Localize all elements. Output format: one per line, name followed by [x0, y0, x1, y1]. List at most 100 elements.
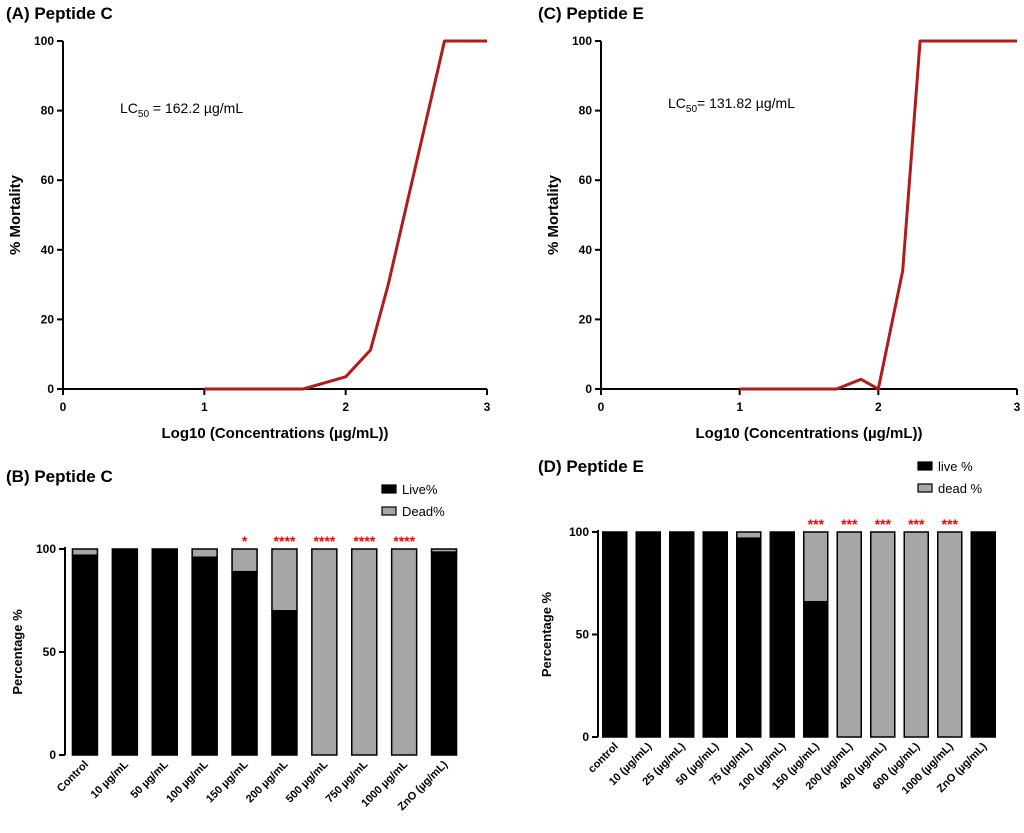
y-axis-label: % Mortality	[545, 174, 562, 255]
category-label: 500 µg/mL	[284, 758, 331, 805]
y-tick-label: 20	[41, 312, 55, 326]
x-tick-label: 2	[875, 400, 882, 414]
bar-dead	[71, 548, 99, 556]
bar-dead	[736, 531, 762, 539]
bar-dead	[430, 548, 458, 553]
category-label: 150 µg/mL	[204, 758, 251, 805]
bar-dead	[191, 548, 218, 558]
significance-marker: ****	[313, 533, 335, 549]
bar-live	[736, 537, 762, 738]
y-tick-label: 80	[41, 104, 55, 118]
y-axis-label: Percentage %	[539, 591, 554, 677]
y-tick-label: 0	[585, 382, 592, 396]
legend-label: Live%	[402, 482, 438, 497]
y-tick-label: 80	[579, 104, 593, 118]
bar-live	[669, 531, 695, 738]
significance-marker: ***	[908, 516, 925, 532]
legend-label: Dead%	[402, 504, 445, 519]
lc50-annotation: LC50= 131.82 µg/mL	[668, 95, 795, 115]
bar-dead	[903, 531, 929, 738]
bar-live	[803, 600, 829, 738]
bar-dead	[937, 531, 963, 738]
legend-label: dead %	[938, 481, 983, 496]
panel-C: (C) Peptide E 0 20 40 60 80 100 0 1 2 3 Log10 (Conc…	[538, 4, 1021, 442]
category-label: Control	[55, 759, 91, 795]
x-tick-label: 0	[598, 400, 605, 414]
bar-dead	[231, 548, 258, 573]
significance-marker: ***	[875, 516, 892, 532]
mortality-series-line	[204, 39, 487, 391]
y-tick-label: 20	[579, 312, 593, 326]
lc50-subscript: 50	[138, 109, 150, 120]
x-tick-label: 1	[201, 400, 208, 414]
y-tick-label: 50	[576, 628, 590, 642]
mortality-series-line	[739, 39, 1017, 391]
bar-live	[430, 551, 458, 756]
bar-dead	[351, 548, 378, 756]
significance-marker: ****	[353, 533, 375, 549]
y-axis-label: % Mortality	[7, 174, 24, 255]
bar-dead	[311, 548, 338, 756]
significance-marker: ***	[942, 516, 959, 532]
legend-swatch	[917, 461, 933, 471]
legend-swatch	[381, 506, 397, 516]
panel-title: (B) Peptide C	[6, 467, 113, 486]
significance-marker: ***	[841, 516, 858, 532]
bar-dead	[836, 531, 862, 738]
lc50-value: = 162.2 µg/mL	[149, 100, 243, 116]
legend-swatch	[917, 483, 933, 493]
y-tick-label: 40	[579, 243, 593, 257]
lc50-value: = 131.82 µg/mL	[697, 95, 795, 111]
y-tick-label: 100	[34, 34, 54, 48]
bar-dead	[390, 548, 418, 756]
significance-marker: ***	[808, 516, 825, 532]
legend-label: live %	[938, 459, 973, 474]
lc50-main: LC	[668, 95, 686, 111]
bar-live	[970, 531, 996, 738]
bar-live	[271, 610, 298, 756]
bar-live	[191, 556, 218, 756]
bar-live	[769, 531, 795, 738]
y-tick-label: 100	[36, 542, 56, 556]
bar-dead	[803, 531, 829, 603]
significance-marker: ****	[274, 533, 296, 549]
significance-marker: *	[242, 533, 248, 549]
x-tick-label: 1	[736, 400, 743, 414]
bar-live	[151, 548, 178, 756]
category-label: 200 µg/mL	[244, 758, 291, 805]
bar-live	[231, 570, 258, 756]
x-axis-label: Log10 (Concentrations (µg/mL))	[696, 425, 923, 442]
y-tick-label: 100	[569, 525, 589, 539]
category-label: 50 µg/mL	[129, 758, 172, 801]
panel-A: (A) Peptide C 0 20 40 60 80 100 0 1 2 3 Log10 (Conc…	[6, 4, 491, 442]
y-tick-label: 100	[572, 34, 592, 48]
y-tick-label: 60	[41, 173, 55, 187]
lc50-annotation: LC50 = 162.2 µg/mL	[120, 100, 243, 120]
bar-live	[702, 531, 728, 738]
bar-live	[602, 531, 628, 738]
bar-live	[635, 531, 661, 738]
bar-live	[71, 554, 99, 756]
panel-title: (C) Peptide E	[538, 4, 644, 23]
x-tick-label: 0	[60, 400, 67, 414]
category-label: 10 µg/mL	[89, 758, 132, 801]
y-tick-label: 0	[582, 730, 589, 744]
lc50-subscript: 50	[686, 104, 698, 115]
bar-dead	[271, 548, 298, 612]
x-tick-label: 2	[342, 400, 349, 414]
bar-dead	[870, 531, 896, 738]
y-tick-label: 60	[579, 173, 593, 187]
x-tick-label: 3	[484, 400, 491, 414]
lc50-main: LC	[120, 100, 138, 116]
panel-title: (D) Peptide E	[538, 457, 644, 476]
x-axis-label: Log10 (Concentrations (µg/mL))	[162, 425, 389, 442]
x-tick-label: 3	[1014, 400, 1021, 414]
y-tick-label: 40	[41, 243, 55, 257]
y-axis-label: Percentage %	[10, 609, 25, 695]
y-tick-label: 0	[49, 748, 56, 762]
y-tick-label: 0	[47, 382, 54, 396]
significance-marker: ****	[393, 533, 415, 549]
